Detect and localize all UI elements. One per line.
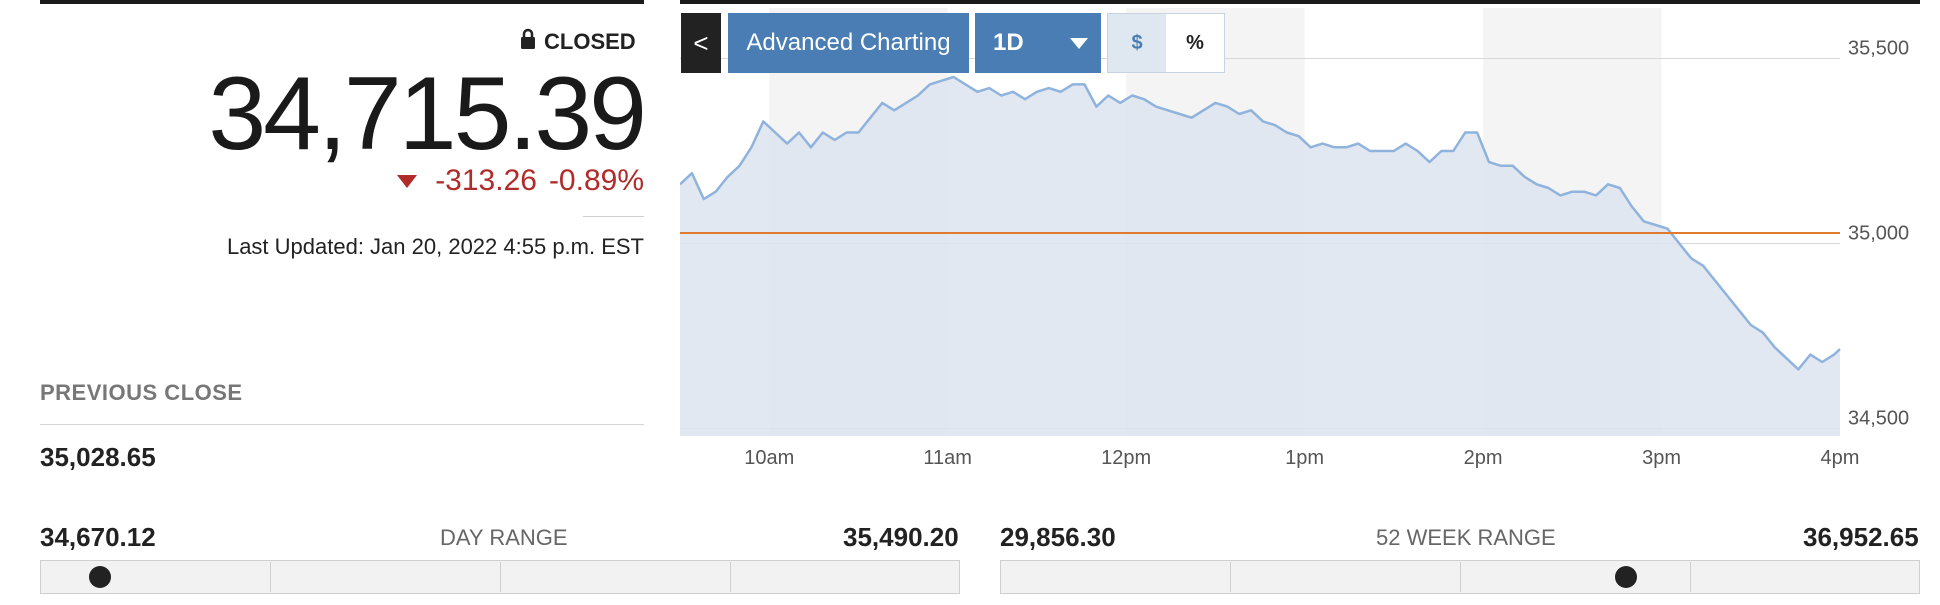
lock-icon [520, 28, 536, 56]
day-range-marker [88, 566, 111, 588]
x-tick-label: 3pm [1642, 447, 1681, 469]
day-range-tick [500, 562, 501, 592]
triangle-down-icon [397, 174, 418, 188]
timeframe-label: 1D [993, 29, 1024, 56]
x-tick-label: 1pm [1285, 447, 1324, 469]
market-status-label: CLOSED [544, 29, 636, 54]
week52-range-tick [1690, 562, 1691, 592]
chevron-left-icon[interactable]: < [681, 13, 721, 73]
previous-close-label: PREVIOUS CLOSE [40, 380, 243, 405]
intraday-chart: 35,500 35,000 34,500 10am 11am 12pm 1pm 2pm 3pm 4… [680, 8, 1909, 469]
price-change: -313.26 -0.89% [300, 164, 644, 198]
last-updated: Last Updated: Jan 20, 2022 4:55 p.m. EST [226, 234, 644, 259]
week52-range-low: 29,856.30 [1000, 522, 1116, 552]
change-divider [583, 216, 644, 217]
week52-range-marker [1614, 566, 1637, 588]
last-price: 34,715.39 [208, 56, 647, 172]
day-range-low: 34,670.12 [40, 522, 156, 552]
price-line [680, 75, 1841, 371]
x-tick-label: 11am [923, 447, 972, 469]
percent-mode-button[interactable]: % [1166, 14, 1224, 72]
day-range-tick [730, 562, 731, 592]
day-range-high: 35,490.20 [843, 522, 959, 552]
y-tick-label: 34,500 [1848, 408, 1909, 430]
week52-range-tick [1230, 562, 1231, 592]
top-rule-left [40, 0, 644, 4]
change-percent: -0.89% [548, 164, 644, 197]
week52-range-high: 36,952.65 [1803, 522, 1919, 552]
week52-range-tick [1460, 562, 1461, 592]
change-points: -313.26 [435, 164, 537, 197]
y-tick-label: 35,500 [1848, 38, 1909, 60]
previous-close-divider [40, 424, 644, 425]
caret-down-icon [1069, 37, 1088, 49]
price-area [680, 77, 1840, 436]
timeframe-dropdown[interactable]: 1D [975, 13, 1101, 73]
x-tick-label: 10am [744, 447, 794, 469]
dollar-mode-button[interactable]: $ [1108, 14, 1166, 72]
y-tick-label: 35,000 [1848, 223, 1909, 245]
week52-range-label: 52 WEEK RANGE [1376, 525, 1556, 550]
x-tick-label: 2pm [1464, 447, 1503, 469]
top-rule-right [680, 0, 1920, 4]
x-tick-label: 4pm [1821, 447, 1860, 469]
advanced-charting-button[interactable]: Advanced Charting [728, 13, 969, 73]
value-mode-toggle: $ % [1107, 13, 1225, 73]
market-status: CLOSED [520, 28, 640, 56]
day-range-tick [270, 562, 271, 592]
day-range-label: DAY RANGE [440, 525, 568, 550]
x-tick-label: 12pm [1101, 447, 1151, 469]
previous-close-value: 35,028.65 [40, 442, 156, 472]
